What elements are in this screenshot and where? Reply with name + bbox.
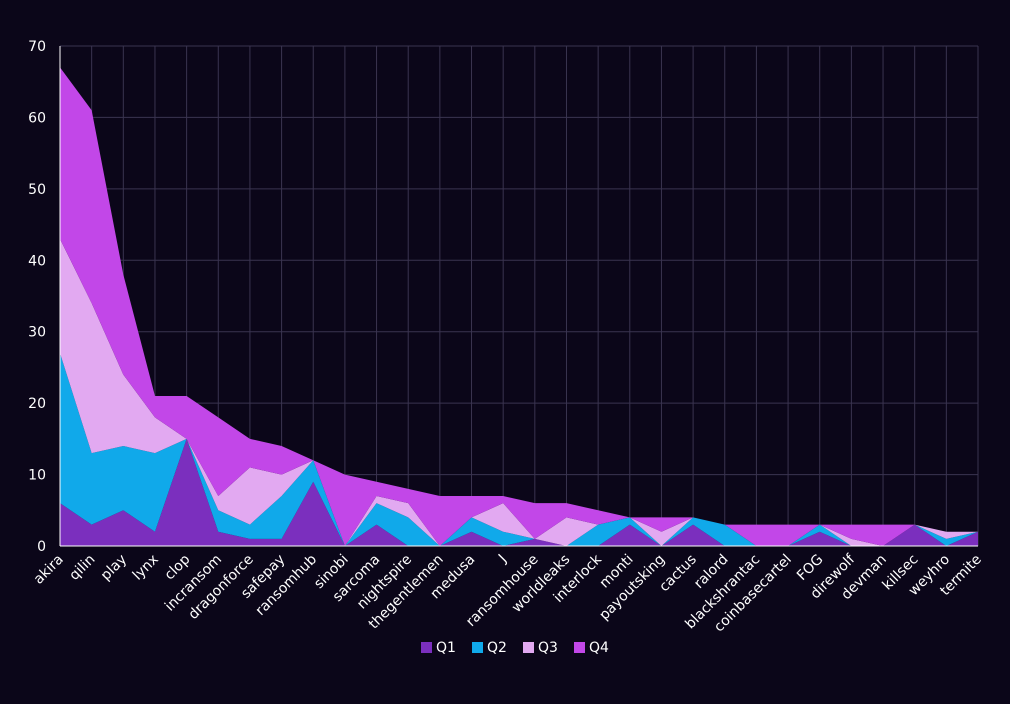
legend-swatch-q1 — [421, 642, 432, 653]
legend-swatch-q2 — [472, 642, 483, 653]
y-tick-label: 70 — [28, 39, 46, 55]
x-tick-label: J — [495, 552, 510, 567]
y-tick-label: 40 — [28, 253, 46, 269]
x-tick-label: qilin — [66, 552, 98, 584]
y-tick-label: 10 — [28, 468, 46, 484]
areas — [60, 67, 978, 547]
legend-label: Q2 — [487, 640, 507, 656]
legend-swatch-q3 — [523, 642, 534, 653]
legend-label: Q1 — [436, 640, 456, 656]
x-tick-label: play — [98, 552, 130, 584]
legend-label: Q4 — [589, 640, 609, 656]
y-tick-label: 30 — [28, 325, 46, 341]
legend: Q1 Q2 Q3 Q4 — [421, 640, 609, 656]
area-q1 — [60, 438, 978, 546]
area-q2 — [60, 353, 978, 546]
y-tick-label: 50 — [28, 182, 46, 198]
x-tick-label: lynx — [130, 552, 162, 584]
legend-swatch-q4 — [574, 642, 585, 653]
y-tick-label: 0 — [37, 539, 46, 555]
y-tick-label: 20 — [28, 396, 46, 412]
y-tick-label: 60 — [28, 110, 46, 126]
x-tick-label: akira — [31, 552, 67, 588]
legend-label: Q3 — [538, 640, 558, 656]
